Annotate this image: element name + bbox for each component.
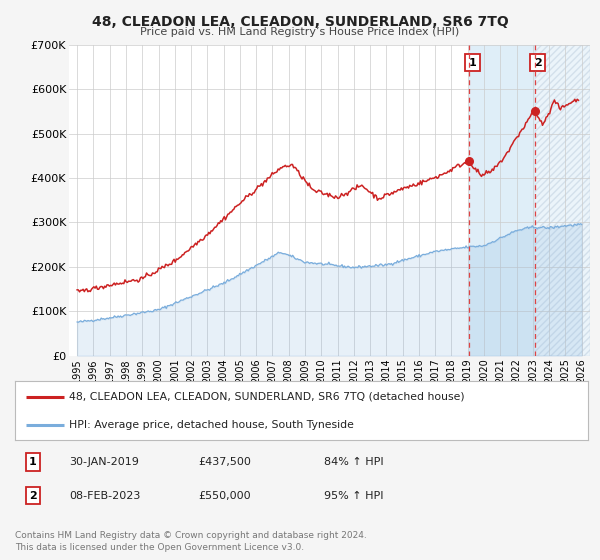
Text: 30-JAN-2019: 30-JAN-2019 (69, 457, 139, 467)
Text: £437,500: £437,500 (198, 457, 251, 467)
Text: 1: 1 (469, 58, 476, 68)
Text: 1: 1 (29, 457, 37, 467)
Text: £550,000: £550,000 (198, 491, 251, 501)
Text: 95% ↑ HPI: 95% ↑ HPI (324, 491, 383, 501)
Text: 48, CLEADON LEA, CLEADON, SUNDERLAND, SR6 7TQ: 48, CLEADON LEA, CLEADON, SUNDERLAND, SR… (92, 15, 508, 29)
Bar (535, 45, 590, 356)
Text: 2: 2 (29, 491, 37, 501)
Text: HPI: Average price, detached house, South Tyneside: HPI: Average price, detached house, Sout… (70, 420, 355, 430)
Text: 48, CLEADON LEA, CLEADON, SUNDERLAND, SR6 7TQ (detached house): 48, CLEADON LEA, CLEADON, SUNDERLAND, SR… (70, 391, 465, 402)
Text: 84% ↑ HPI: 84% ↑ HPI (324, 457, 383, 467)
Text: 2: 2 (534, 58, 542, 68)
Text: 08-FEB-2023: 08-FEB-2023 (69, 491, 140, 501)
Text: Price paid vs. HM Land Registry’s House Price Index (HPI): Price paid vs. HM Land Registry’s House … (140, 27, 460, 37)
Bar (469, 45, 535, 356)
Text: Contains HM Land Registry data © Crown copyright and database right 2024.
This d: Contains HM Land Registry data © Crown c… (15, 531, 367, 552)
